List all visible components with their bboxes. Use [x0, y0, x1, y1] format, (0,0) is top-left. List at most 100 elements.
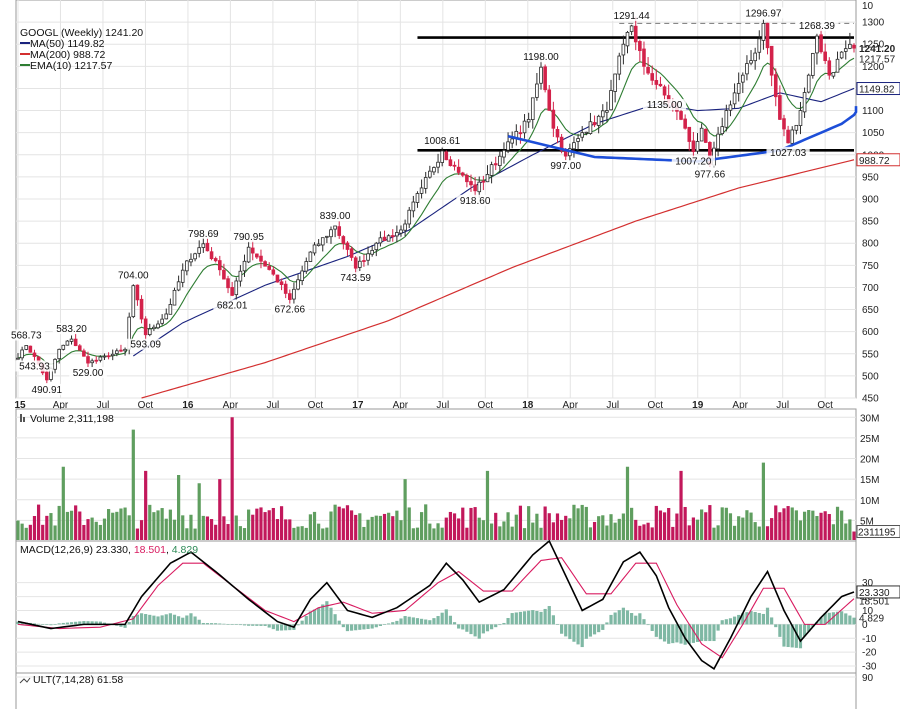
candle-body: [374, 242, 379, 251]
price-y-tick-partial: 10: [862, 1, 874, 12]
candle-body: [238, 270, 243, 282]
candle-body: [811, 53, 815, 76]
candle-body: [794, 124, 799, 131]
volume-bar: [819, 512, 823, 540]
volume-bar: [296, 526, 300, 540]
volume-bar: [761, 462, 765, 540]
volume-bar: [234, 515, 238, 540]
candle-body: [823, 51, 827, 62]
price-annotation-bg: [642, 99, 687, 111]
macd-histogram-bar: [844, 613, 848, 625]
macd-histogram-bar: [638, 613, 642, 625]
macd-histogram-bar: [802, 624, 807, 637]
price-x-tick: 16: [182, 400, 194, 411]
candle-body: [563, 151, 568, 157]
volume-bar: [675, 513, 679, 540]
volume-bar: [547, 513, 551, 540]
macd-histogram-bar: [477, 624, 481, 639]
candle-body: [646, 67, 650, 74]
price-x-tick: Apr: [732, 400, 748, 411]
volume-bar: [741, 517, 745, 540]
macd-histogram-bar: [827, 612, 831, 625]
macd-histogram-bar: [205, 623, 210, 625]
price-y-tick: 750: [862, 261, 879, 272]
macd-histogram-bar: [811, 624, 815, 627]
volume-bar: [720, 507, 724, 540]
price-annotation: 1008.61: [424, 136, 461, 147]
candle-body: [456, 166, 461, 173]
macd-histogram-bar: [461, 624, 465, 630]
macd-histogram-bar: [407, 616, 411, 625]
price-annotation: 583.20: [56, 324, 87, 335]
macd-histogram-bar: [78, 621, 82, 625]
volume-bar: [61, 466, 65, 540]
volume-bar: [366, 519, 370, 540]
macd-histogram-bar: [218, 623, 222, 625]
price-annotation-bg: [671, 155, 715, 167]
macd-histogram-bar: [592, 624, 597, 635]
volume-bar: [646, 522, 650, 540]
ult-legend: ULT(7,14,28) 61.58: [19, 674, 123, 686]
candle-body: [592, 122, 597, 126]
volume-bar: [65, 511, 70, 540]
candle-body: [827, 60, 832, 76]
volume-bar: [300, 526, 304, 540]
macd-y-tick: -10: [862, 634, 877, 645]
volume-bar: [461, 507, 465, 540]
macd-histogram-bar: [695, 624, 700, 642]
macd-histogram-bar: [279, 624, 284, 631]
macd-histogram-bar: [378, 624, 383, 626]
candle-body: [325, 235, 329, 238]
macd-histogram-bar: [238, 624, 242, 626]
macd-histogram-bar: [564, 624, 568, 637]
candle-body: [222, 269, 226, 280]
volume-bar: [308, 514, 312, 540]
volume-bar: [82, 524, 86, 540]
candle-body: [831, 72, 836, 77]
macd-histogram-bar: [214, 623, 218, 625]
volume-bar: [214, 524, 218, 540]
volume-bar: [704, 512, 708, 540]
volume-bar: [160, 508, 164, 540]
volume-bar: [522, 528, 527, 540]
price-annotation-bg: [691, 168, 729, 180]
candle-body: [403, 223, 407, 231]
volume-bar: [823, 511, 827, 540]
price-x-tick: Oct: [308, 400, 324, 411]
legend-ma50-label: MA(50) 1149.82: [30, 38, 105, 50]
volume-last-label: 2311195: [858, 528, 896, 539]
candle-body: [86, 356, 90, 364]
macd-histogram-bar: [683, 624, 687, 645]
candle-body: [73, 338, 78, 347]
candle-body: [164, 313, 169, 320]
volume-bar: [732, 525, 737, 540]
macd-histogram-bar: [506, 618, 510, 625]
macd-histogram-bar: [753, 612, 757, 625]
price-y-tick: 1200: [862, 62, 885, 73]
candle-body: [732, 92, 737, 105]
candle-body: [724, 110, 729, 128]
macd-histogram-bar: [473, 624, 477, 637]
macd-histogram-bar: [382, 624, 387, 625]
volume-bar: [831, 524, 836, 540]
volume-bar: [267, 510, 271, 540]
candle-body: [650, 73, 655, 81]
volume-bar: [432, 528, 436, 540]
price-annotation: 490.91: [32, 385, 63, 396]
macd-histogram-bar: [704, 624, 708, 642]
price-x-tick: 17: [352, 400, 364, 411]
candle-body: [242, 260, 247, 272]
volume-bar: [543, 506, 547, 540]
macd-histogram-bar: [675, 624, 679, 643]
volume-bar: [477, 517, 481, 540]
macd-histogram-bar: [498, 624, 502, 626]
macd-title-signal: 18.501: [134, 544, 166, 556]
candle-body: [642, 48, 646, 67]
macd-histogram-bar: [94, 621, 98, 625]
candle-body: [572, 142, 576, 150]
volume-bar: [321, 528, 325, 540]
price-x-tick: Jul: [436, 400, 449, 411]
macd-histogram-bar: [74, 621, 78, 625]
volume-bar: [275, 519, 280, 540]
volume-bar: [811, 510, 815, 540]
